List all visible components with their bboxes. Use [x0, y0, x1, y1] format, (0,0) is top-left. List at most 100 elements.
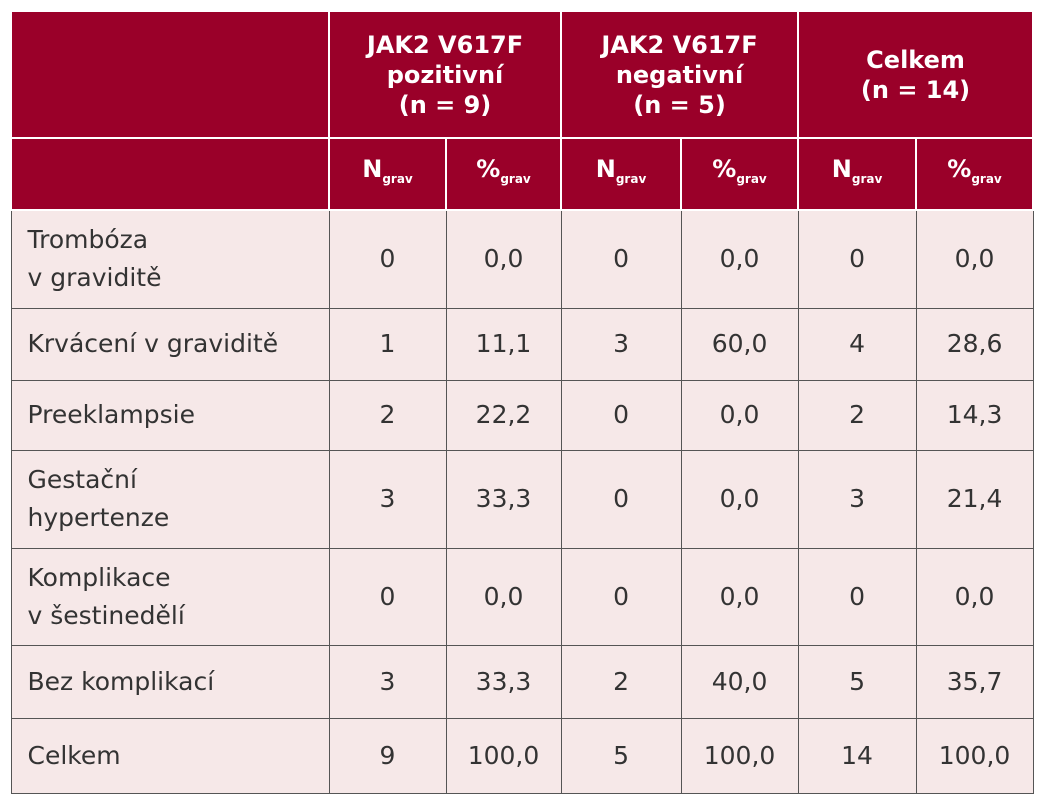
- data-cell: 100,0: [680, 717, 799, 794]
- text-line: Celkem: [27, 740, 121, 770]
- data-cell: 3: [328, 449, 447, 549]
- text-line: (n = 5): [633, 90, 726, 119]
- subheader-main: N: [362, 155, 383, 183]
- data-cell: 2: [560, 644, 682, 719]
- data-cell: 100,0: [915, 717, 1034, 794]
- data-cell: 5: [560, 717, 682, 794]
- subheader-main: N: [831, 155, 852, 183]
- row-label: Preeklampsie: [10, 379, 330, 451]
- data-cell: 0: [797, 547, 917, 646]
- data-cell: 60,0: [680, 307, 799, 381]
- data-cell: 0,0: [915, 209, 1034, 309]
- data-cell: 0: [797, 209, 917, 309]
- subheader-sub: grav: [736, 172, 767, 186]
- data-cell: 28,6: [915, 307, 1034, 381]
- subheader-sub: grav: [382, 172, 413, 186]
- data-cell: 40,0: [680, 644, 799, 719]
- data-cell: 0: [560, 449, 682, 549]
- text-line: (n = 14): [860, 75, 971, 104]
- corner-cell: [10, 10, 330, 139]
- row-label: Celkem: [10, 717, 330, 794]
- row-label: Krvácení v graviditě: [10, 307, 330, 381]
- text-line: Krvácení v graviditě: [27, 329, 279, 358]
- data-cell: 5: [797, 644, 917, 719]
- data-cell: 14: [797, 717, 917, 794]
- data-cell: 21,4: [915, 449, 1034, 549]
- subheader: Ngrav: [328, 137, 447, 211]
- subheader: %grav: [915, 137, 1035, 211]
- data-cell: 9: [328, 717, 447, 794]
- subheader: Ngrav: [560, 137, 683, 211]
- data-cell: 0: [328, 547, 447, 646]
- row-label: Trombóza v graviditě: [10, 209, 330, 309]
- text-line: Trombóza: [27, 225, 149, 255]
- data-cell: 3: [328, 644, 447, 719]
- subheader: %grav: [444, 137, 563, 211]
- body-row: Preeklampsie 2 22,2 0 0,0 2 14,3: [10, 379, 1034, 451]
- text-line: hypertenze: [27, 503, 170, 532]
- body-row: Gestační hypertenze 3 33,3 0 0,0 3 21,4: [10, 449, 1034, 549]
- header-row: JAK2 V617F pozitivní (n = 9) JAK2 V617F nega…: [10, 10, 1035, 139]
- data-cell: 0,0: [445, 547, 562, 646]
- text-line: (n = 9): [398, 90, 492, 119]
- data-cell: 0,0: [680, 449, 799, 549]
- subheader-sub: grav: [615, 172, 647, 186]
- data-table: JAK2 V617F pozitivní (n = 9) JAK2 V617F nega…: [10, 10, 1035, 794]
- text-line: JAK2 V617F: [601, 30, 758, 59]
- subheader-main: N: [595, 155, 616, 183]
- subheader: Ngrav: [797, 137, 918, 211]
- subheader-sub: grav: [500, 172, 531, 186]
- data-cell: 0: [560, 209, 682, 309]
- text-line: Gestační: [27, 465, 137, 494]
- text-line: v šestinedělí: [27, 600, 185, 630]
- data-cell: 2: [797, 379, 917, 451]
- text-line: Bez komplikací: [27, 666, 215, 696]
- text-line: v graviditě: [27, 263, 162, 293]
- data-cell: 3: [797, 449, 917, 549]
- data-cell: 11,1: [445, 307, 562, 381]
- body-row: Komplikace v šestinedělí 0 0,0 0 0,0 0 0,0: [10, 547, 1034, 646]
- data-cell: 33,3: [445, 449, 562, 549]
- subheader-main: %: [476, 155, 501, 183]
- body-row: Bez komplikací 3 33,3 2 40,0 5 35,7: [10, 644, 1034, 719]
- data-cell: 0: [328, 209, 447, 309]
- row-label: Gestační hypertenze: [10, 449, 330, 549]
- data-cell: 33,3: [445, 644, 562, 719]
- text-line: JAK2 V617F: [366, 30, 524, 59]
- corner-cell: [10, 137, 330, 211]
- data-cell: 0,0: [680, 209, 799, 309]
- data-cell: 0,0: [915, 547, 1034, 646]
- data-cell: 100,0: [445, 717, 562, 794]
- text-line: Preeklampsie: [27, 400, 195, 429]
- row-label: Bez komplikací: [10, 644, 330, 719]
- data-cell: 4: [797, 307, 917, 381]
- body-row: Trombóza v graviditě 0 0,0 0 0,0 0 0,0: [10, 209, 1034, 309]
- subheader-row: Ngrav %grav Ngrav %grav Ngrav %grav: [10, 137, 1035, 211]
- group-header: Celkem (n = 14): [797, 10, 1035, 139]
- group-header: JAK2 V617F negativní (n = 5): [560, 10, 800, 139]
- data-cell: 1: [328, 307, 447, 381]
- data-cell: 0: [560, 379, 682, 451]
- subheader-main: %: [947, 155, 972, 183]
- data-cell: 2: [328, 379, 447, 451]
- data-cell: 0,0: [445, 209, 562, 309]
- data-cell: 0,0: [680, 379, 799, 451]
- text-line: pozitivní: [386, 60, 504, 89]
- data-cell: 0,0: [680, 547, 799, 646]
- subheader: %grav: [680, 137, 800, 211]
- data-cell: 3: [560, 307, 682, 381]
- subheader-sub: grav: [971, 172, 1002, 186]
- subheader-main: %: [712, 155, 737, 183]
- data-cell: 35,7: [915, 644, 1034, 719]
- body-row: Krvácení v graviditě 1 11,1 3 60,0 4 28,6: [10, 307, 1034, 381]
- subheader-sub: grav: [851, 172, 883, 186]
- group-header: JAK2 V617F pozitivní (n = 9): [327, 10, 563, 139]
- row-label: Komplikace v šestinedělí: [10, 547, 330, 646]
- data-cell: 22,2: [445, 379, 562, 451]
- data-cell: 14,3: [915, 379, 1034, 451]
- text-line: Celkem: [866, 45, 965, 74]
- body-row: Celkem 9 100,0 5 100,0 14 100,0: [10, 717, 1034, 794]
- text-line: negativní: [615, 60, 744, 89]
- data-cell: 0: [560, 547, 682, 646]
